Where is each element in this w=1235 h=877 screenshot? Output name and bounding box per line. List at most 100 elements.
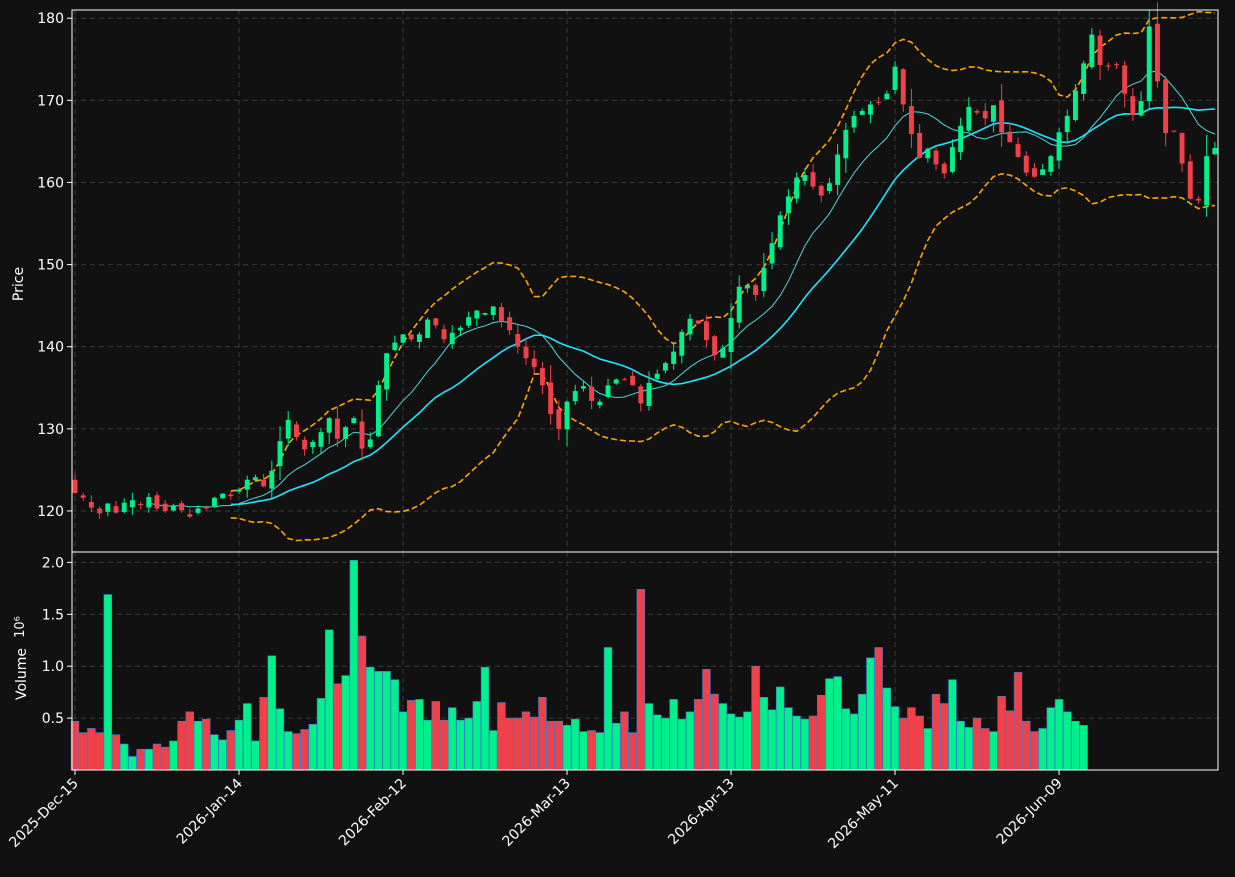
candle-body (835, 154, 841, 185)
candle-body (810, 172, 816, 187)
volume-bar (644, 703, 654, 771)
volume-bar (972, 717, 982, 771)
candle (605, 378, 611, 399)
candle-body (941, 163, 947, 174)
volume-bar (161, 746, 170, 771)
candle-body (638, 386, 644, 404)
candle-body (449, 332, 455, 345)
candle-body (958, 125, 964, 153)
candle-body (1130, 96, 1136, 116)
candle (851, 110, 857, 133)
candle (1113, 62, 1119, 69)
candle-body (482, 313, 488, 315)
volume-bar (497, 702, 506, 771)
volume-tick-label: 1.5 (42, 607, 64, 623)
candle-body (88, 501, 94, 508)
volume-bar (538, 697, 547, 771)
candle-body (236, 489, 242, 492)
candle (917, 124, 923, 159)
candle (507, 311, 513, 335)
candle-body (539, 368, 545, 386)
candle-body (425, 319, 431, 338)
candle (958, 117, 964, 160)
candle-body (269, 470, 275, 489)
candle (835, 144, 841, 196)
candle-body (1048, 156, 1054, 172)
candle (400, 333, 406, 346)
candle (466, 311, 472, 329)
candle (630, 371, 636, 386)
candle (80, 492, 86, 501)
candle-body (523, 346, 529, 359)
candle (802, 168, 808, 186)
candle-body (154, 495, 160, 509)
candle-body (662, 363, 668, 371)
candle (531, 350, 537, 376)
volume-bar (333, 683, 342, 771)
candle-body (211, 497, 217, 507)
candle-body (1122, 65, 1128, 94)
candle-body (1187, 161, 1193, 199)
candle (1146, 10, 1152, 110)
candle (589, 376, 595, 410)
volume-bar (751, 665, 760, 771)
volume-bar (1013, 672, 1023, 771)
candle (539, 361, 545, 395)
candle-body (982, 110, 988, 119)
volume-bar (817, 694, 826, 771)
candle (1031, 162, 1037, 178)
candle-body (1146, 26, 1152, 102)
candle (769, 231, 775, 270)
candle (1179, 132, 1185, 173)
candle (1072, 84, 1078, 122)
candle (1154, 2, 1160, 88)
volume-bar (915, 715, 924, 771)
volume-tick-label: 0.5 (42, 711, 64, 727)
candle-body (646, 382, 652, 406)
volume-bar (718, 703, 728, 771)
volume-bar (866, 657, 875, 771)
candle-body (589, 386, 595, 401)
volume-bar (259, 697, 268, 771)
candle-body (244, 479, 250, 490)
volume-bar (1005, 710, 1015, 771)
volume-bar (1022, 720, 1031, 771)
candle-body (687, 318, 693, 335)
volume-bar (907, 707, 916, 771)
candle (138, 501, 144, 510)
candle (794, 172, 800, 204)
volume-bar (636, 589, 646, 771)
volume-bar (480, 666, 490, 771)
volume-bars (70, 560, 1088, 771)
candle (1138, 91, 1144, 117)
volume-bar (423, 719, 432, 771)
candle-body (170, 506, 176, 511)
candle-body (441, 329, 447, 340)
price-tick-label: 140 (37, 340, 64, 356)
candle-body (1072, 90, 1078, 120)
candle-body (802, 175, 808, 181)
candle (392, 335, 398, 352)
candle-body (466, 317, 472, 326)
volume-bar (530, 716, 539, 771)
candle (457, 325, 463, 337)
candle-body (97, 508, 103, 514)
candle-body (884, 93, 890, 100)
candle-body (564, 401, 570, 430)
volume-bar (776, 686, 785, 771)
volume-bar (841, 708, 851, 771)
volume-axis-label-group: Volume 10⁶ (13, 616, 30, 700)
candle-body (359, 421, 365, 449)
volume-bar (940, 703, 949, 771)
volume-bar (997, 695, 1006, 771)
candle (326, 417, 332, 445)
candle (695, 320, 701, 325)
candle-body (1081, 63, 1087, 94)
candle (761, 253, 767, 298)
candle-body (179, 503, 185, 511)
candle-body (892, 66, 898, 90)
candle (662, 361, 668, 374)
volume-bar (300, 729, 309, 771)
candle (1015, 137, 1021, 158)
candle (187, 508, 193, 519)
